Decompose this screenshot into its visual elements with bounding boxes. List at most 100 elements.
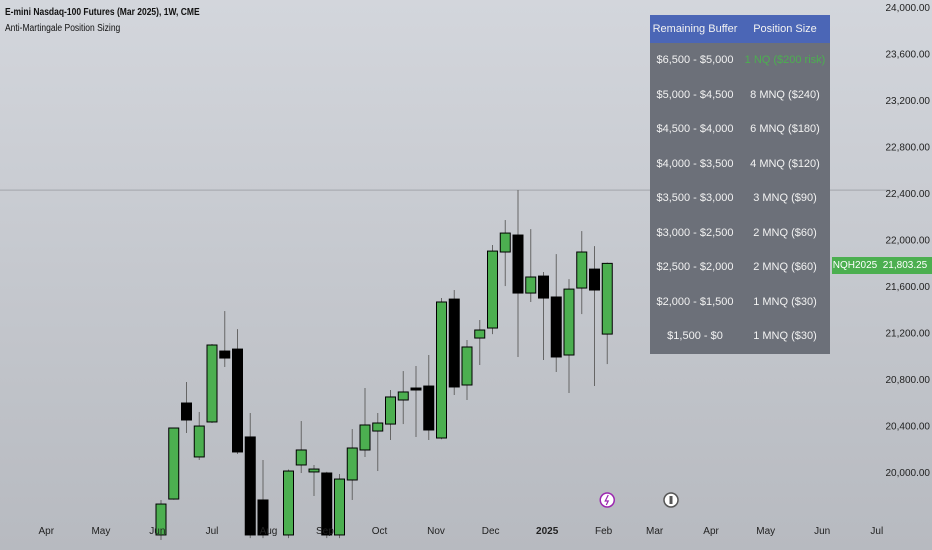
candle [423, 355, 435, 440]
buffer-range-cell: $1,500 - $0 [667, 330, 723, 343]
candle-body [448, 298, 460, 388]
events [599, 492, 679, 508]
candle-body [525, 276, 537, 294]
candle [219, 311, 231, 367]
candle-body [512, 234, 524, 294]
candle-body [487, 250, 498, 329]
candle-body [423, 385, 435, 431]
price-axis-label: 22,800.00 [886, 143, 931, 154]
candle-body [181, 402, 192, 421]
buffer-range-cell: $4,500 - $4,000 [656, 123, 734, 136]
candle-body [295, 449, 307, 466]
candle [334, 474, 345, 539]
table-row: $6,500 - $5,000 1 NQ ($200 risk) [650, 43, 830, 78]
buffer-range-cell: $3,500 - $3,000 [656, 192, 734, 205]
indicator-name[interactable]: Anti-Martingale Position Sizing [5, 23, 121, 34]
table-row: $1,500 - $0 1 MNQ ($30) [650, 319, 830, 354]
position-size-cell: 1 MNQ ($30) [753, 330, 817, 343]
time-axis-label: May [756, 526, 775, 537]
candle-body [308, 468, 320, 473]
candle [244, 413, 256, 539]
time-axis-label: Dec [482, 526, 500, 537]
candle [461, 340, 473, 400]
header-position-size: Position Size [753, 23, 817, 35]
price-axis-label: 21,600.00 [886, 282, 931, 293]
time-axis-label: Apr [38, 526, 54, 537]
price-axis-label: 21,200.00 [886, 329, 931, 340]
time-axis: Apr May Jun Jul Aug Sep Oct Nov Dec 2025 Feb Mar Apr… [38, 526, 883, 537]
time-axis-label: Jun [149, 526, 165, 537]
time-axis-label: Mar [646, 526, 664, 537]
position-sizing-table: Remaining Buffer Position Size $6,500 - … [650, 15, 830, 354]
candle [576, 231, 588, 315]
candle-body [601, 262, 613, 335]
candles [155, 190, 613, 540]
table-row: $4,000 - $3,500 4 MNQ ($120) [650, 147, 830, 182]
candle-body [550, 296, 562, 358]
position-size-cell: 8 MNQ ($240) [750, 88, 820, 101]
candle-body [219, 350, 231, 359]
candle [359, 388, 371, 457]
position-size-cell: 1 MNQ ($30) [753, 295, 817, 308]
candle-body [155, 503, 167, 536]
candle [232, 329, 243, 455]
time-axis-label: 2025 [536, 526, 559, 537]
candle [308, 464, 320, 497]
buffer-range-cell: $2,000 - $1,500 [656, 295, 734, 308]
earnings-icon[interactable] [663, 492, 679, 508]
time-axis-label: Apr [703, 526, 719, 537]
candle-body [346, 447, 358, 481]
position-size-cell: 3 MNQ ($90) [753, 192, 817, 205]
candle [601, 262, 613, 365]
table-header: Remaining Buffer Position Size [650, 15, 830, 43]
candle-body [474, 329, 486, 339]
candle [563, 279, 575, 394]
candle-body [436, 301, 447, 439]
time-axis-label: Oct [372, 526, 388, 537]
position-size-cell: 2 MNQ ($60) [753, 261, 817, 274]
candle-body [461, 346, 473, 386]
table-row: $4,500 - $4,000 6 MNQ ($180) [650, 112, 830, 147]
candle [193, 411, 205, 460]
candle [257, 459, 269, 539]
candle [550, 254, 562, 372]
candle-body [385, 396, 396, 425]
candle [295, 421, 307, 473]
candle [512, 190, 524, 357]
symbol-tag: NQH2025 [832, 257, 878, 274]
candle [155, 499, 167, 540]
candle-body [244, 436, 256, 536]
candle-body [410, 387, 422, 391]
table-row: $2,000 - $1,500 1 MNQ ($30) [650, 285, 830, 320]
candle [538, 272, 549, 361]
candle-body [334, 478, 345, 536]
price-axis-label: 22,000.00 [886, 236, 931, 247]
candle [589, 246, 600, 387]
candle [436, 298, 447, 440]
table-row: $3,000 - $2,500 2 MNQ ($60) [650, 216, 830, 251]
time-axis-label: Aug [260, 526, 278, 537]
price-axis-label: 23,600.00 [886, 50, 931, 61]
buffer-range-cell: $2,500 - $2,000 [656, 261, 734, 274]
candle [397, 371, 409, 425]
candle-body [372, 422, 384, 432]
candle-body [193, 425, 205, 458]
position-size-cell: 6 MNQ ($180) [750, 123, 820, 136]
candle [346, 429, 358, 500]
price-axis-label: 20,400.00 [886, 422, 931, 433]
last-price-tag: 21,803.25 [878, 257, 932, 274]
header-remaining-buffer: Remaining Buffer [652, 23, 738, 35]
candle-body [283, 470, 294, 536]
candle [181, 381, 192, 434]
candle-body [576, 251, 588, 289]
candle-body [563, 288, 575, 356]
candle-body [168, 427, 180, 500]
candle-body [206, 344, 218, 423]
symbol-title: E-mini Nasdaq-100 Futures (Mar 2025), 1W… [5, 7, 200, 18]
price-axis: 24,000.00 23,600.00 23,200.00 22,800.00 22,4… [886, 3, 931, 479]
lightning-icon[interactable] [599, 492, 615, 508]
table-row: $2,500 - $2,000 2 MNQ ($60) [650, 250, 830, 285]
time-axis-label: Jul [206, 526, 219, 537]
candle [474, 320, 486, 366]
